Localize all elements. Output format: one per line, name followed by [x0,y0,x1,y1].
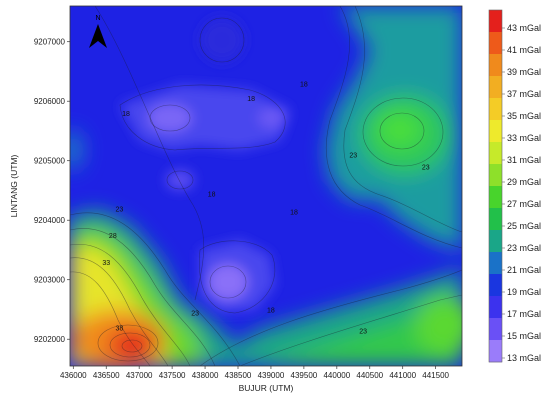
contour-label: 18 [300,81,308,88]
legend-label: 25 mGal [507,221,541,231]
y-tick-label: 9204000 [34,216,66,225]
legend-swatch [489,32,502,55]
green-patch-west [70,130,84,170]
low-zone-mid [166,170,194,190]
color-legend: 43 mGal 41 mGal 39 mGal 37 mGal 35 mGal 33 mG… [488,9,541,363]
x-tick-label: 436000 [60,371,87,380]
legend-label: 15 mGal [507,331,541,341]
x-tick-label: 436500 [93,371,120,380]
green-peak-southeast [415,295,462,355]
legend-swatch [489,318,502,341]
x-tick-label: 441500 [422,371,449,380]
x-tick-label: 437000 [126,371,153,380]
legend-swatch [489,10,502,33]
contour-label: 23 [359,328,367,335]
x-tick-label: 441000 [389,371,416,380]
y-axis: 9207000 9206000 9205000 9204000 9203000 92020… [34,38,70,344]
contour-label: 33 [102,260,110,267]
x-tick-label: 437500 [159,371,186,380]
y-tick-label: 9203000 [34,276,66,285]
legend-label: 33 mGal [507,133,541,143]
legend-label: 37 mGal [507,89,541,99]
legend-swatch [489,274,502,297]
x-tick-label: 438500 [225,371,252,380]
contour-label: 38 [116,325,124,332]
x-tick-label: 438000 [192,371,219,380]
contour-lines [70,6,462,366]
legend-label: 19 mGal [507,287,541,297]
y-axis-title: LINTANG (UTM) [9,155,19,218]
legend-frame [488,9,503,363]
y-tick-label: 9207000 [34,38,66,47]
x-tick-label: 440500 [356,371,383,380]
x-tick-label: 439500 [291,371,318,380]
y-tick-label: 9206000 [34,97,66,106]
legend-swatch [489,340,502,363]
low-zone-central-core [148,104,192,132]
legend-label: 35 mGal [507,111,541,121]
legend-swatch [489,186,502,209]
legend-swatch [489,296,502,319]
y-tick-label: 9202000 [34,335,66,344]
legend-label: 29 mGal [507,177,541,187]
y-tick-label: 9205000 [34,157,66,166]
plot-frame [69,5,463,367]
contour-label: 18 [267,307,275,314]
red-peak [108,329,156,361]
north-arrow-icon: N [89,15,107,48]
legend-swatch [489,164,502,187]
legend-swatch [489,120,502,143]
legend-swatch [489,76,502,99]
legend-label: 27 mGal [507,199,541,209]
legend-label: 13 mGal [507,353,541,363]
low-zone-central-core2 [258,108,286,128]
contour-label: 18 [122,111,130,118]
contour-label: 23 [191,310,199,317]
contour-label: 23 [116,206,124,213]
contour-label: 18 [208,191,216,198]
low-zone-north [200,18,244,62]
legend-swatch [489,252,502,275]
legend-swatch [489,98,502,121]
low-zone-central [120,85,290,150]
contour-label: 18 [290,209,298,216]
legend-label: 31 mGal [507,155,541,165]
map-field: 18 18 18 18 18 18 23 23 23 28 33 38 23 23 N [70,6,462,366]
x-tick-label: 440000 [323,371,350,380]
legend-label: 43 mGal [507,23,541,33]
legend-swatch [489,142,502,165]
legend-label: 17 mGal [507,309,541,319]
legend-swatch [489,230,502,253]
north-label: N [95,15,100,22]
legend-label: 21 mGal [507,265,541,275]
legend-swatch [489,54,502,77]
contour-labels: 18 18 18 18 18 18 23 23 23 28 33 38 23 23 [102,81,429,335]
green-high-south [250,300,462,366]
x-axis: 436000 436500 437000 437500 438000 438500 4390… [60,366,450,380]
green-peak-east [378,112,422,148]
contour-label: 28 [109,233,117,240]
legend-label: 41 mGal [507,45,541,55]
low-zone-south-core [208,264,248,300]
contour-label: 23 [422,165,430,172]
legend-label: 23 mGal [507,243,541,253]
legend-label: 39 mGal [507,67,541,77]
x-tick-label: 439000 [258,371,285,380]
x-axis-title: BUJUR (UTM) [239,383,294,393]
contour-label: 23 [349,153,357,160]
contour-label: 18 [247,96,255,103]
legend-swatch [489,208,502,231]
